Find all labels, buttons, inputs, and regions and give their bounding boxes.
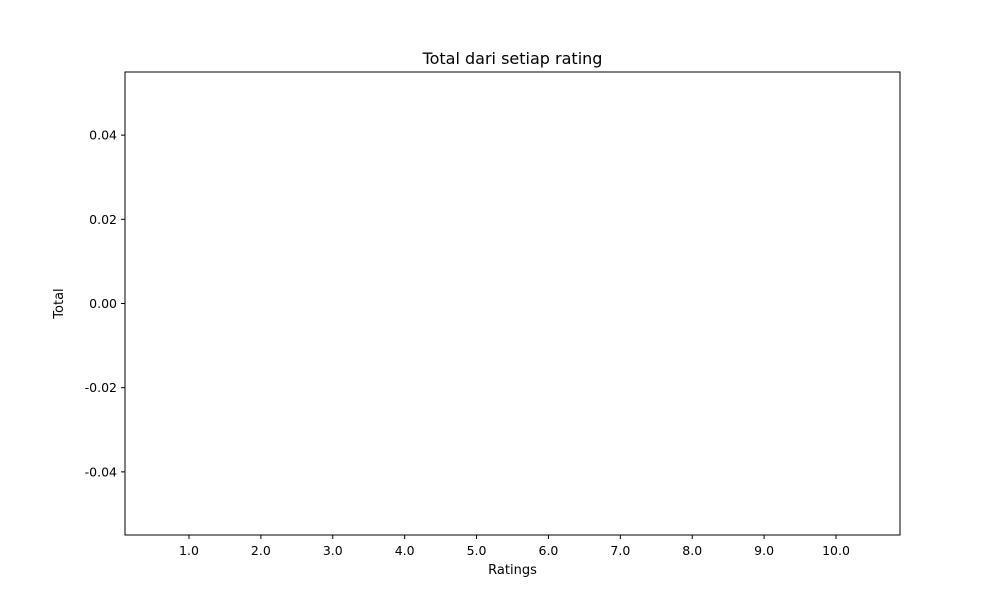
x-tick-label: 3.0 [323, 543, 343, 558]
x-tick-label: 9.0 [754, 543, 774, 558]
y-tick-label: -0.02 [85, 380, 117, 395]
y-axis-label: Total [52, 288, 67, 319]
x-tick-label: 8.0 [682, 543, 702, 558]
x-tick-label: 1.0 [179, 543, 199, 558]
chart-title: Total dari setiap rating [422, 49, 603, 68]
y-tick-label: 0.02 [89, 212, 117, 227]
x-axis-label: Ratings [488, 563, 537, 578]
y-tick-label: 0.04 [89, 128, 117, 143]
x-tick-label: 4.0 [395, 543, 415, 558]
y-axis-ticks: -0.04 -0.02 0.00 0.02 0.04 [85, 128, 125, 479]
y-tick-label: -0.04 [85, 464, 117, 479]
plot-area [124, 71, 901, 536]
x-axis-ticks: 1.0 2.0 3.0 4.0 5.0 6.0 7.0 8.0 9.0 10.0 [179, 535, 850, 558]
y-tick-label: 0.00 [89, 296, 117, 311]
x-tick-label: 7.0 [610, 543, 630, 558]
x-tick-label: 10.0 [822, 543, 850, 558]
x-tick-label: 6.0 [539, 543, 559, 558]
x-tick-label: 5.0 [467, 543, 487, 558]
x-tick-label: 2.0 [251, 543, 271, 558]
